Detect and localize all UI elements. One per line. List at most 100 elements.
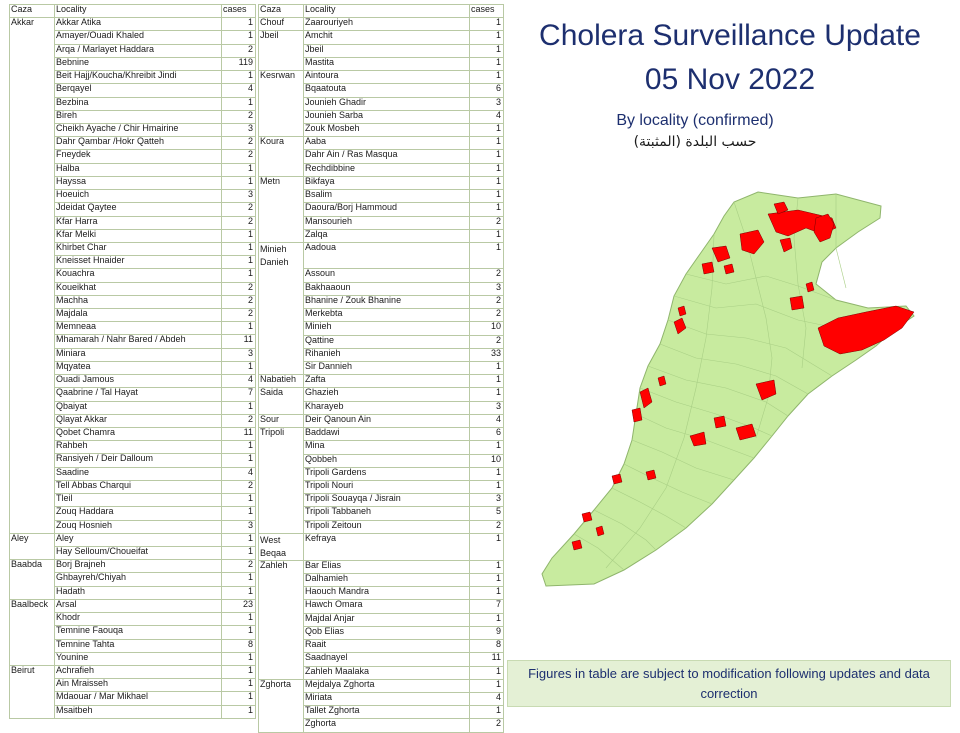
table-row: Rechdibbine 1	[258, 162, 504, 177]
cases-cell: 2	[221, 559, 256, 574]
caza-cell	[258, 149, 304, 164]
caza-cell: Aley	[9, 532, 55, 547]
table-row: Bhanine / Zouk Bhanine 2	[258, 294, 504, 310]
locality-cell: Kefraya	[303, 532, 470, 561]
cases-cell: 4	[469, 413, 504, 429]
case-area-jbeil	[657, 375, 667, 387]
cases-cell: 1	[221, 506, 256, 521]
cases-cell: 2	[221, 136, 256, 151]
caza-cell: Jbeil	[258, 30, 304, 45]
case-area-zahleh	[755, 379, 777, 401]
cases-cell: 11	[221, 334, 256, 349]
table-row: Assoun 2	[258, 268, 504, 283]
cases-cell: 1	[469, 466, 504, 481]
table-row: Qaabrine / Tal Hayat 7	[9, 387, 256, 402]
table-row: Tell Abbas Charqui 2	[9, 479, 256, 495]
disclaimer-text: Figures in table are subject to modifica…	[528, 665, 930, 701]
cases-cell: 4	[469, 109, 504, 124]
caza-cell	[9, 520, 55, 534]
cases-cell: 1	[221, 30, 256, 45]
cases-cell: 1	[221, 175, 256, 191]
table-row: Aley Aley 1	[9, 532, 256, 547]
cases-cell: 1	[469, 387, 504, 402]
table-header-row: Caza Locality cases	[258, 3, 504, 19]
caza-cell	[258, 652, 304, 667]
lebanon-cases-map	[541, 191, 915, 587]
locality-cell: Miniara	[54, 347, 222, 362]
locality-cell: Rahbeh	[54, 440, 222, 455]
locality-cell: Bqaatouta	[303, 83, 470, 98]
table-row: Dalhamieh 1	[258, 573, 504, 588]
locality-cell: Ouadi Jamous	[54, 374, 222, 389]
case-area-west-beqaa	[645, 469, 657, 481]
locality-cell: Achrafieh	[54, 664, 222, 680]
locality-cell: Assoun	[303, 268, 470, 283]
cases-cell: 2	[221, 281, 256, 296]
cases-cell: 1	[469, 30, 504, 45]
cases-cell: 1	[221, 228, 256, 243]
cases-cell: 1	[221, 400, 256, 415]
cases-cell: 1	[469, 678, 504, 694]
cases-cell: 2	[469, 334, 504, 349]
cases-cell: 2	[221, 215, 256, 230]
caza-cell	[258, 163, 304, 177]
caza-cell	[9, 268, 55, 283]
cases-cell: 2	[469, 215, 504, 230]
page-title: Cholera Surveillance Update	[539, 19, 921, 52]
case-area-saadnayel	[689, 431, 707, 447]
locality-cell: Aley	[54, 532, 222, 547]
locality-cell: Kfar Melki	[54, 228, 222, 243]
caza-cell	[9, 110, 55, 124]
table-row: Mansourieh 2	[258, 215, 504, 230]
locality-cell: Hayssa	[54, 175, 222, 191]
caza-cell: Sour	[258, 413, 304, 428]
table-row: Bebnine 119	[9, 56, 256, 72]
caza-cell	[9, 678, 55, 692]
cases-cell: 2	[469, 268, 504, 283]
table-row: Tripoli Gardens 1	[258, 466, 504, 481]
cases-cell: 1	[221, 440, 256, 455]
table-row: Bqaatouta 6	[258, 83, 504, 98]
locality-cell: Saadine	[54, 466, 222, 481]
caza-cell	[9, 57, 55, 71]
table-row: Miriata 4	[258, 691, 504, 707]
locality-cell: Zghorta	[303, 718, 470, 733]
table-row: Tripoli Tabbaneh 5	[258, 506, 504, 521]
caza-cell	[9, 216, 55, 230]
caza-cell	[258, 97, 304, 111]
table-row: Halba 1	[9, 162, 256, 177]
locality-cell: Miriata	[303, 691, 470, 707]
locality-cell: Haouch Mandra	[303, 586, 470, 601]
caza-cell: Chouf	[258, 17, 304, 31]
cases-cell: 1	[221, 70, 256, 85]
table-row: Khodr 1	[9, 612, 256, 627]
caza-cell	[258, 599, 304, 614]
cases-cell: 8	[221, 638, 256, 653]
caza-cell	[258, 268, 304, 283]
table-row: Bsalim 1	[258, 189, 504, 204]
table-row: Majdal Anjar 1	[258, 612, 504, 627]
locality-cell: Fneydek	[54, 149, 222, 164]
cases-cell: 1	[469, 705, 504, 720]
caza-cell	[9, 467, 55, 481]
locality-cell: Rechdibbine	[303, 162, 470, 177]
caza-cell: Minieh Danieh	[258, 241, 304, 269]
table-row: Kouachra 1	[9, 268, 256, 283]
caza-cell	[258, 480, 304, 494]
table-row: Mqyatea 1	[9, 360, 256, 376]
table-row: Khirbet Char 1	[9, 241, 256, 257]
caza-cell	[9, 83, 55, 98]
cases-cell: 1	[221, 360, 256, 376]
locality-cell: Temnine Tahta	[54, 638, 222, 653]
table-row: Zahleh Bar Elias 1	[258, 559, 504, 575]
cases-cell: 3	[221, 519, 256, 534]
cases-cell: 1	[221, 162, 256, 177]
caza-cell	[258, 454, 304, 468]
caza-cell	[258, 295, 304, 309]
locality-cell: Mansourieh	[303, 215, 470, 230]
locality-cell: Dahr Ain / Ras Masqua	[303, 149, 470, 164]
locality-cell: Tripoli Nouri	[303, 479, 470, 495]
caza-cell	[9, 625, 55, 639]
caza-cell	[9, 401, 55, 415]
locality-cell: Ghazieh	[303, 387, 470, 402]
